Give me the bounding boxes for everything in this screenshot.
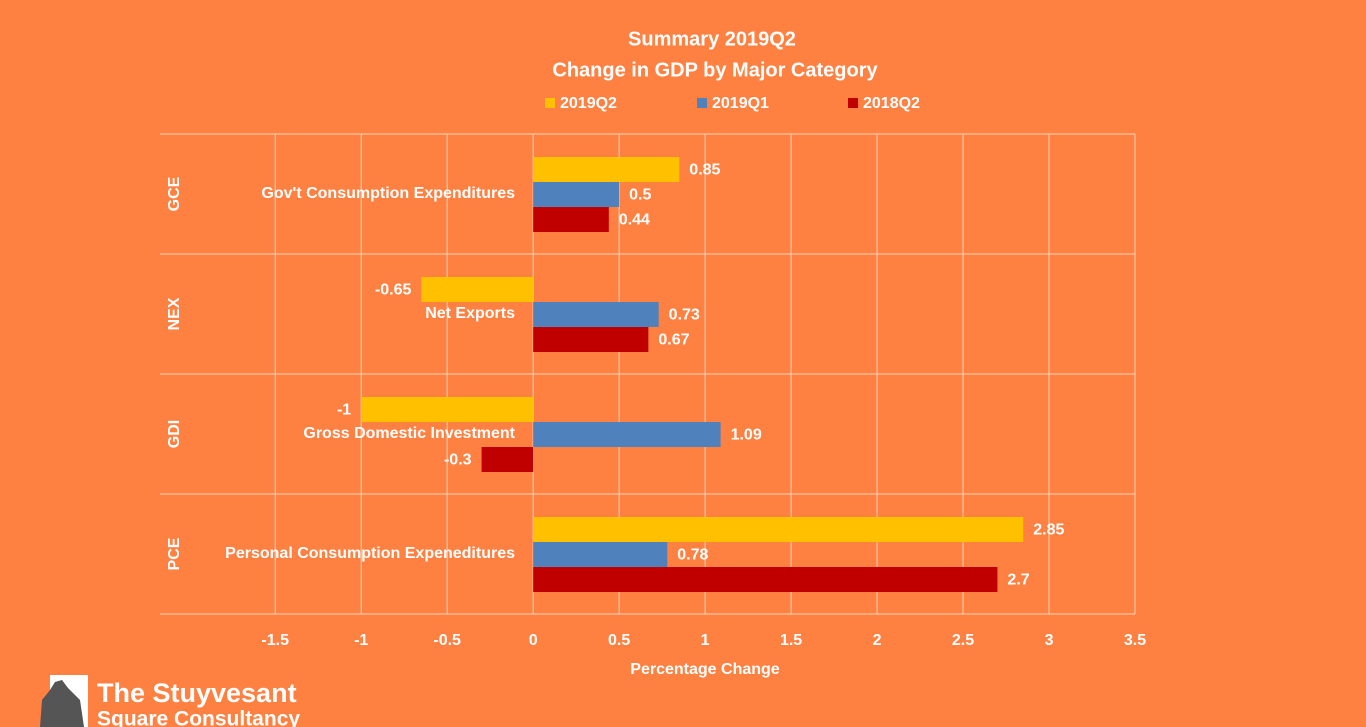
category-name: Gov't Consumption Expenditures: [261, 185, 515, 202]
x-tick-label: -0.5: [433, 632, 461, 649]
x-axis-label: Percentage Change: [630, 661, 779, 678]
legend-swatch: [545, 98, 555, 108]
bar: [421, 277, 534, 302]
data-label: -0.65: [375, 282, 412, 299]
x-tick-label: 0.5: [608, 632, 630, 649]
data-label: 0.5: [629, 187, 651, 204]
category-label: PCE: [166, 537, 183, 570]
bar: [533, 517, 1024, 542]
legend-swatch: [848, 98, 858, 108]
brand-line: Square Consultancy: [97, 708, 300, 727]
bar: [533, 422, 721, 447]
category-name: Personal Consumption Expeneditures: [225, 545, 515, 562]
category-label: GCE: [166, 176, 183, 211]
category-label: NEX: [166, 297, 183, 330]
data-label: 0.67: [658, 332, 689, 349]
data-label: 0.85: [689, 162, 720, 179]
data-label: 2.85: [1033, 522, 1064, 539]
data-label: 0.78: [677, 547, 708, 564]
category-name: Gross Domestic Investment: [303, 425, 515, 442]
chart-title: Summary 2019Q2: [628, 28, 796, 50]
data-label: -1: [337, 402, 351, 419]
data-label: 0.73: [669, 307, 700, 324]
x-tick-label: 1: [701, 632, 710, 649]
bar: [533, 207, 609, 232]
data-label: 0.44: [619, 212, 650, 229]
brand-line: The Stuyvesant: [97, 678, 297, 708]
x-tick-label: 1.5: [780, 632, 802, 649]
bar: [533, 302, 659, 327]
x-tick-label: 3: [1045, 632, 1054, 649]
data-label: 2.7: [1007, 572, 1029, 589]
data-label: -0.3: [444, 452, 472, 469]
bar: [533, 157, 680, 182]
legend-label: 2019Q2: [560, 95, 617, 112]
bar: [361, 397, 534, 422]
legend-label: 2019Q1: [712, 95, 769, 112]
bar: [533, 567, 998, 592]
bar: [481, 447, 534, 472]
logo-statue: [40, 680, 84, 727]
legend-swatch: [697, 98, 707, 108]
category-label: GDI: [166, 420, 183, 448]
x-tick-label: 2: [873, 632, 882, 649]
bar: [533, 182, 620, 207]
logo: The Stuyvesant Square Consultancy: [40, 675, 300, 727]
x-tick-label: -1: [354, 632, 368, 649]
x-tick-label: 2.5: [952, 632, 974, 649]
x-tick-label: 3.5: [1124, 632, 1146, 649]
data-label: 1.09: [731, 427, 762, 444]
bar: [533, 327, 649, 352]
x-tick-label: 0: [529, 632, 538, 649]
category-name: Net Exports: [425, 305, 515, 322]
legend-label: 2018Q2: [863, 95, 920, 112]
chart-subtitle: Change in GDP by Major Category: [552, 59, 878, 81]
bar: [533, 542, 668, 567]
x-tick-label: -1.5: [261, 632, 289, 649]
